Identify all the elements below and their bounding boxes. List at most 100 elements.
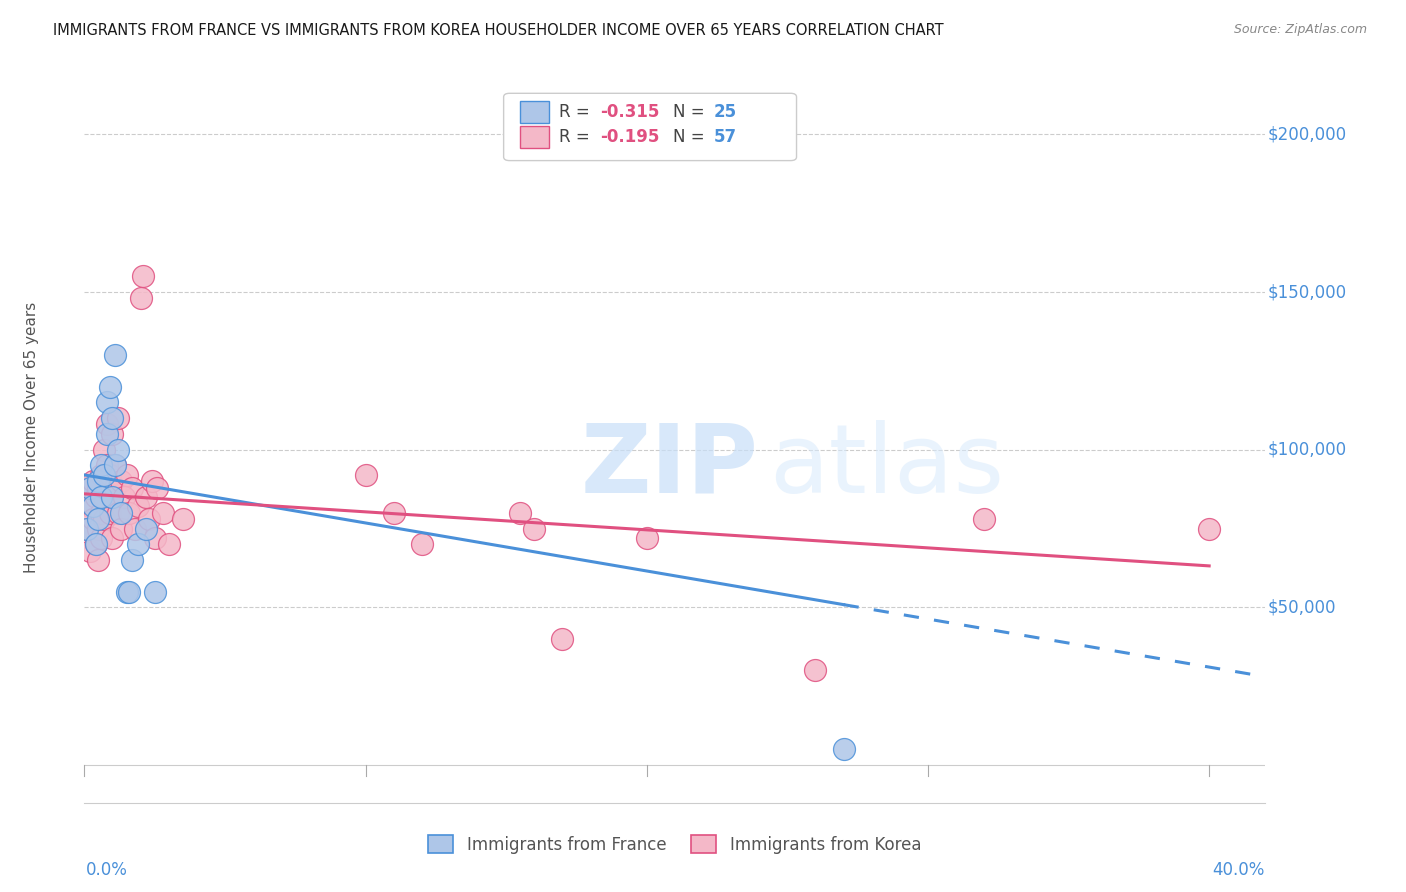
Point (84, 537, 107, 551)
Point (79, 500, 101, 514)
Point (127, 500, 149, 514)
Text: -0.195: -0.195 (600, 128, 659, 146)
Text: ZIP: ZIP (581, 420, 758, 513)
Point (110, 474, 132, 488)
Point (84, 537, 107, 551)
FancyBboxPatch shape (520, 102, 548, 123)
Point (124, 521, 146, 535)
Point (101, 411, 124, 425)
Point (118, 584, 141, 599)
Point (93, 467, 115, 482)
Text: $150,000: $150,000 (1268, 283, 1347, 301)
Point (90, 490, 112, 504)
Point (172, 512, 194, 526)
Point (121, 553, 143, 567)
Point (115, 584, 138, 599)
Point (1198, 521, 1220, 535)
Point (804, 664, 827, 678)
Point (382, 506, 405, 520)
Text: 40.0%: 40.0% (1212, 862, 1264, 880)
Point (84, 490, 107, 504)
Point (93, 512, 115, 526)
Point (101, 490, 124, 504)
Point (115, 467, 138, 482)
Point (523, 521, 546, 535)
Point (93, 442, 115, 457)
Point (107, 506, 129, 520)
Text: N =: N = (672, 103, 710, 121)
Point (973, 512, 995, 526)
Point (127, 537, 149, 551)
Text: R =: R = (560, 103, 595, 121)
Point (551, 632, 574, 646)
Point (79, 481, 101, 495)
Point (79, 543, 101, 558)
Text: $100,000: $100,000 (1268, 441, 1347, 458)
Point (110, 506, 132, 520)
Point (90, 467, 112, 482)
Point (87, 474, 110, 488)
Point (143, 531, 166, 545)
Point (509, 506, 531, 520)
Point (143, 584, 166, 599)
Point (96, 426, 118, 441)
Point (93, 490, 115, 504)
Point (118, 506, 141, 520)
Point (87, 521, 110, 535)
Point (90, 506, 112, 520)
Point (90, 458, 112, 473)
Point (121, 481, 143, 495)
Text: atlas: atlas (769, 420, 1004, 513)
Point (104, 481, 127, 495)
Text: 57: 57 (714, 128, 737, 146)
Point (87, 481, 110, 495)
Text: $200,000: $200,000 (1268, 126, 1347, 144)
Text: N =: N = (672, 128, 710, 146)
Point (90, 531, 112, 545)
Text: Source: ZipAtlas.com: Source: ZipAtlas.com (1233, 23, 1367, 37)
Point (107, 442, 129, 457)
Point (96, 458, 118, 473)
Point (101, 531, 124, 545)
Point (157, 537, 180, 551)
Point (132, 269, 155, 284)
Point (82, 474, 104, 488)
Point (135, 521, 157, 535)
Point (98, 506, 121, 520)
FancyBboxPatch shape (503, 94, 797, 161)
Legend: Immigrants from France, Immigrants from Korea: Immigrants from France, Immigrants from … (422, 829, 928, 860)
Point (636, 531, 658, 545)
FancyBboxPatch shape (520, 126, 548, 148)
Point (112, 490, 135, 504)
Point (87, 553, 110, 567)
Point (354, 467, 377, 482)
Text: 0.0%: 0.0% (86, 862, 128, 880)
Point (87, 512, 110, 526)
Point (76, 521, 98, 535)
Point (152, 506, 174, 520)
Point (110, 521, 132, 535)
Point (98, 467, 121, 482)
Point (96, 395, 118, 409)
Point (141, 474, 163, 488)
Text: Householder Income Over 65 years: Householder Income Over 65 years (24, 301, 39, 573)
Point (104, 458, 127, 473)
Point (129, 291, 152, 305)
Text: IMMIGRANTS FROM FRANCE VS IMMIGRANTS FROM KOREA HOUSEHOLDER INCOME OVER 65 YEARS: IMMIGRANTS FROM FRANCE VS IMMIGRANTS FRO… (53, 23, 943, 38)
Text: $50,000: $50,000 (1268, 599, 1336, 616)
Point (76, 481, 98, 495)
Text: 25: 25 (714, 103, 737, 121)
Point (101, 426, 124, 441)
Point (411, 537, 433, 551)
Text: R =: R = (560, 128, 595, 146)
Point (82, 512, 104, 526)
Text: -0.315: -0.315 (600, 103, 659, 121)
Point (138, 512, 160, 526)
Point (832, 742, 855, 756)
Point (146, 481, 169, 495)
Point (135, 490, 157, 504)
Point (96, 481, 118, 495)
Point (104, 348, 127, 362)
Point (101, 490, 124, 504)
Point (96, 417, 118, 432)
